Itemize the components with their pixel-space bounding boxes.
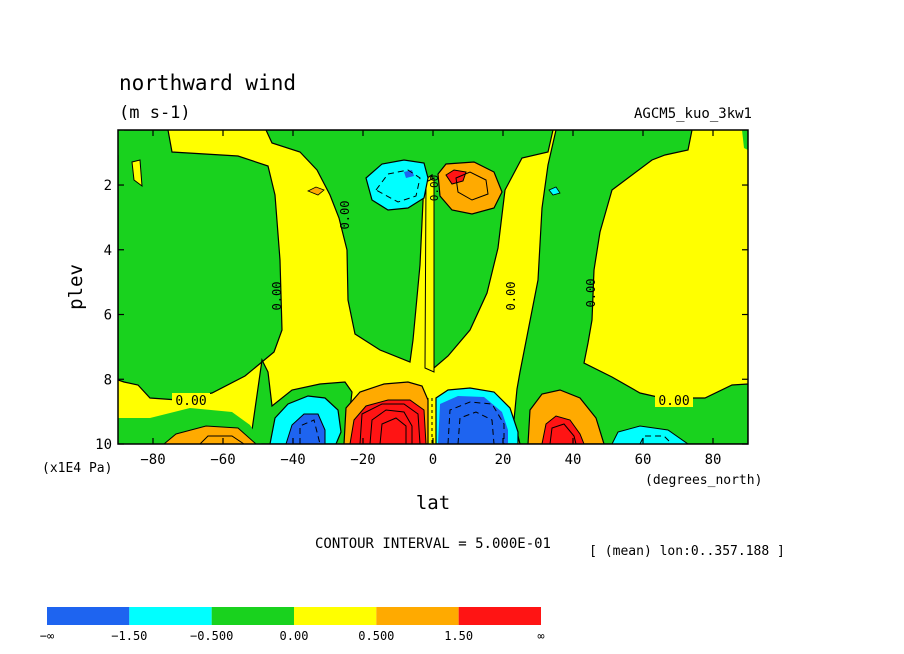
colorbar-swatch xyxy=(129,607,212,625)
colorbar-swatch xyxy=(211,607,294,625)
chart-units: (m s-1) xyxy=(119,103,191,123)
contour-label: 0.00 xyxy=(584,279,598,308)
x-tick-label: 40 xyxy=(565,452,582,468)
colorbar-swatch xyxy=(294,607,377,625)
averaging-note: [ (mean) lon:0..357.188 ] xyxy=(589,544,785,559)
contour-label: 0.00 xyxy=(338,201,352,230)
x-tick-label: −80 xyxy=(140,452,165,468)
contour-labels: 0.00 0.00 0.00 0.00 0.00 0.00 0.00 xyxy=(172,175,693,409)
x-tick-label: −60 xyxy=(210,452,235,468)
x-axis: −80 −60 −40 −20 0 20 40 60 80 xyxy=(140,130,721,468)
x-tick-label: 20 xyxy=(495,452,512,468)
y-tick-label: 10 xyxy=(95,437,112,453)
field-orange-small-spot xyxy=(307,186,325,196)
contour-label-bg xyxy=(655,393,693,407)
contour-interval-note: CONTOUR INTERVAL = 5.000E-01 xyxy=(315,536,551,552)
y-tick-label: 8 xyxy=(104,372,112,388)
x-tick-label: 80 xyxy=(705,452,722,468)
x-axis-unit-label: (degrees_north) xyxy=(645,473,762,488)
x-axis-title: lat xyxy=(416,492,450,514)
x-tick-label: 60 xyxy=(635,452,652,468)
colorbar-label: −1.50 xyxy=(111,629,147,643)
y-axis: 2 4 6 8 10 xyxy=(95,178,748,453)
y-tick-label: 6 xyxy=(104,308,112,324)
field-green-nh-midlat xyxy=(513,130,748,444)
field-yellow-left-notch xyxy=(131,159,143,188)
y-tick-label: 4 xyxy=(104,243,112,259)
contour-label: 0.00 xyxy=(658,394,689,409)
field-green-left-edge-top xyxy=(118,130,124,156)
y-axis-unit-label: (x1E4 Pa) xyxy=(42,461,112,476)
contour-label: 0.00 xyxy=(428,175,441,202)
colorbar-label: 1.50 xyxy=(444,629,473,643)
field-blue-lower-south xyxy=(285,413,326,444)
x-tick-label: −40 xyxy=(280,452,305,468)
colorbar-label: ∞ xyxy=(537,629,544,643)
dataset-name: AGCM5_kuo_3kw1 xyxy=(634,106,752,122)
chart-title: northward wind xyxy=(119,71,296,95)
x-tick-label: −20 xyxy=(350,452,375,468)
contour-label: 0.00 xyxy=(270,282,284,311)
colorbar-swatch xyxy=(376,607,459,625)
field-red-upper-north xyxy=(445,169,467,185)
field-blue-lower-tropics xyxy=(438,396,508,444)
contour-label: 0.00 xyxy=(175,394,206,409)
colorbar-label: 0.00 xyxy=(280,629,309,643)
y-axis-title: plev xyxy=(65,264,87,310)
colorbar-swatch xyxy=(47,607,130,625)
contour-label-bg xyxy=(172,393,210,407)
y-tick-label: 2 xyxy=(104,178,112,194)
field-green-sh-midlat xyxy=(118,130,283,401)
contour-lines xyxy=(199,169,673,444)
field-yellow-tropical-tongue xyxy=(424,177,435,373)
contour-label: 0.00 xyxy=(504,282,518,311)
field-cyan-nh-surface xyxy=(611,425,689,444)
colorbar: −∞ −1.50 −0.500 0.00 0.500 1.50 ∞ xyxy=(40,607,545,643)
contour-plot: 0.00 0.00 0.00 0.00 0.00 0.00 0.00 xyxy=(118,130,748,444)
field-green-right-edge-top xyxy=(742,130,748,150)
field-cyan-small-spot xyxy=(548,186,561,196)
colorbar-swatch xyxy=(458,607,541,625)
colorbar-label: −∞ xyxy=(40,629,54,643)
field-orange-sh-surface xyxy=(163,425,257,444)
field-red-lower-north xyxy=(541,415,585,444)
colorbar-label: 0.500 xyxy=(358,629,394,643)
colorbar-label: −0.500 xyxy=(190,629,233,643)
x-tick-label: 0 xyxy=(429,452,437,468)
